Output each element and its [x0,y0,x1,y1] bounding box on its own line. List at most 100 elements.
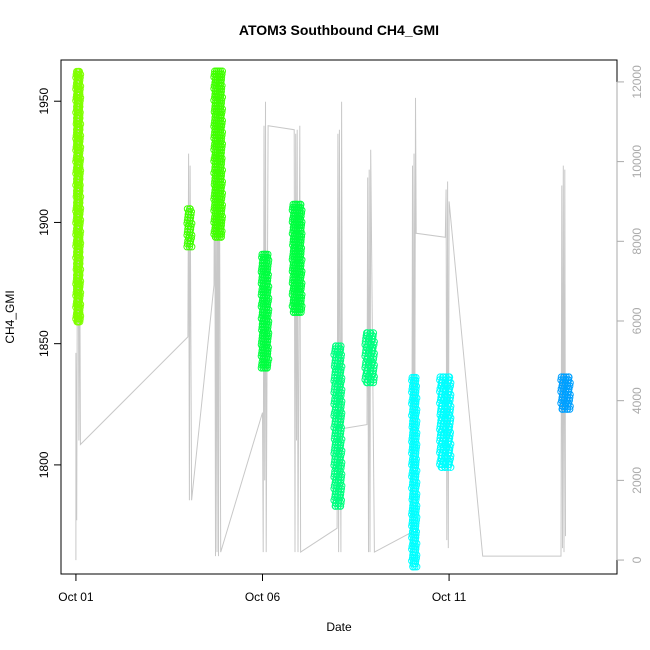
ch4-point [336,345,345,353]
ch4-point [186,205,194,213]
ch4-point [564,376,573,384]
ch4-point [264,250,272,259]
ch4-point [337,365,345,374]
ch4-point [75,67,83,76]
ch4-point [263,340,271,349]
ch4-point [412,443,420,452]
ch4-point [337,438,345,446]
ch4-point [217,76,225,84]
ch4-segment-6 [330,342,346,510]
y-axis-right: 0 2000 4000 6000 8000 10000 12000 [616,65,644,563]
ch4-point [336,432,344,440]
ch4-point [76,111,84,120]
y-tick-label: 1800 [37,451,51,478]
ch4-point [186,228,194,236]
ch4-point [336,406,345,414]
ch4-point [187,222,195,231]
ch4-point [75,262,83,271]
ch4-point [411,379,419,388]
ch4-point [264,259,272,267]
ch4-point [412,496,420,504]
ch4-point [75,274,83,282]
ch4-point [445,422,454,431]
ch4-point [411,437,420,446]
y-tick-label: 1900 [37,209,51,236]
ch4-segment-9 [436,373,455,471]
ch4-point [411,376,420,385]
ch4-point [337,403,345,411]
ch4-point [412,446,420,454]
ch4-point [217,87,225,96]
ch4-point [337,464,345,472]
chart-title: ATOM3 Southbound CH4_GMI [239,22,439,38]
ch4-point [76,306,84,314]
ch4-point [75,190,83,198]
ch4-point [217,146,226,154]
ch4-point [445,434,454,442]
ch4-point [297,232,306,241]
ch4-point [217,157,226,166]
ch4-point [217,90,225,99]
ch4-point [296,264,304,273]
ch4-point [76,268,84,277]
x-axis-label: Date [326,620,352,634]
ch4-point [263,291,271,299]
ch4-point [217,137,225,145]
ch4-point [446,431,454,439]
ch4-point [337,354,345,362]
ch4-point [337,499,345,507]
ch4-point [297,296,305,305]
ch4-point [264,262,272,270]
ch4-point [186,216,194,225]
ch4-point [369,367,378,375]
ch4-point [445,425,453,434]
ch4-segment-7 [361,329,378,387]
ch4-point [297,259,305,267]
ch4-point [76,233,84,242]
ch4-point [217,84,226,93]
ch4-point [263,276,272,285]
ch4-point [412,435,420,443]
ch4-point [337,415,345,423]
ch4-point [297,212,305,220]
ch4-point [446,408,454,416]
ch4-point [217,79,225,87]
ch4-point [296,253,304,261]
ch4-point [218,143,226,151]
ch4-point [76,97,84,105]
ch4-point [411,548,419,556]
ch4-point [445,449,453,457]
ch4-point [187,211,195,219]
ch4-point [412,507,420,516]
ch4-point [412,516,420,524]
ch4-point [76,315,84,323]
ch4-point [336,429,345,438]
ch4-point [76,88,84,96]
ch4-point [218,215,226,224]
ch4-point [336,479,345,487]
ch4-segment-5 [288,200,306,316]
ch4-point [412,423,420,431]
ch4-point [264,358,272,366]
ch4-point [217,207,226,215]
ch4-point [412,531,420,539]
ch4-point [369,329,378,337]
ch4-point [217,169,226,177]
ch4-point [411,525,419,533]
ch4-point [411,403,419,411]
ch4-point [412,458,420,466]
ch4-point [217,96,226,104]
ch4-point [263,265,272,273]
ch4-point [296,241,304,249]
ch4-point [369,370,377,378]
ch4-segment-2 [183,205,196,251]
ch4-point [76,242,84,250]
ch4-point [263,338,272,346]
ch4-point [75,309,84,317]
ch4-points-layer [72,67,574,571]
y2-tick-label: 10000 [630,145,644,179]
ch4-point [412,469,420,478]
ch4-point [412,519,420,527]
ch4-point [336,420,344,429]
